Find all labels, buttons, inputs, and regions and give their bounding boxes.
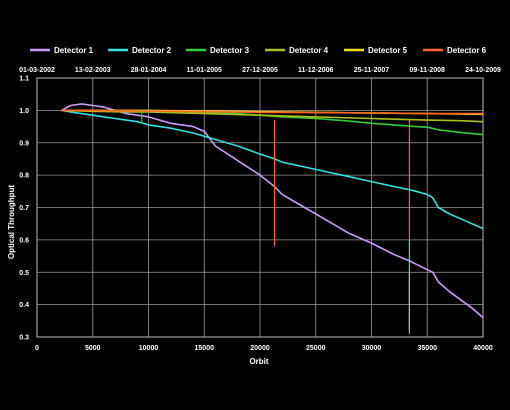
x-tick-label: 40000 — [473, 345, 493, 352]
top-date-label: 13-02-2003 — [75, 67, 111, 74]
series-line — [61, 109, 484, 230]
legend-label: Detector 3 — [210, 46, 250, 55]
y-axis-title: Optical Throughput — [7, 185, 16, 260]
top-date-label: 28-01-2004 — [131, 67, 167, 74]
y-tick-label: 0.4 — [19, 302, 29, 309]
x-axis-title: Orbit — [249, 357, 268, 366]
top-date-label: 09-11-2008 — [410, 67, 446, 74]
top-date-label: 01-03-2002 — [19, 67, 55, 74]
top-date-axis: 01-03-2002 13-02-2003 28-01-2004 11-01-2005… — [19, 67, 501, 74]
legend-label: Detector 5 — [368, 46, 408, 55]
y-tick-label: 0.6 — [19, 237, 29, 244]
x-tick-label: 10000 — [139, 345, 159, 352]
x-tick-label: 5000 — [85, 345, 101, 352]
series-lines — [61, 103, 484, 334]
legend-label: Detector 6 — [447, 46, 487, 55]
legend-label: Detector 4 — [289, 46, 329, 55]
y-tick-label: 1.0 — [19, 108, 29, 115]
legend-label: Detector 2 — [132, 46, 172, 55]
y-tick-label: 0.5 — [19, 270, 29, 277]
grid-lines — [37, 78, 483, 337]
series-line — [61, 109, 483, 115]
y-tick-label: 0.7 — [19, 205, 29, 212]
top-date-label: 11-01-2005 — [187, 67, 223, 74]
x-tick-label: 30000 — [362, 345, 382, 352]
y-axis-ticks: 0.3 0.4 0.5 0.6 0.7 0.8 0.9 1.0 1.1 — [19, 76, 29, 342]
top-date-label: 11-12-2006 — [298, 67, 334, 74]
legend-label: Detector 1 — [54, 46, 94, 55]
y-tick-label: 0.3 — [19, 335, 29, 342]
legend: Detector 1 Detector 2 Detector 3 Detector 4… — [30, 46, 487, 55]
top-date-label: 24-10-2009 — [465, 67, 501, 74]
x-tick-label: 35000 — [418, 345, 438, 352]
x-tick-label: 15000 — [195, 345, 215, 352]
x-tick-label: 20000 — [250, 345, 270, 352]
y-tick-label: 1.1 — [19, 76, 29, 83]
y-tick-label: 0.9 — [19, 140, 29, 147]
top-date-label: 27-12-2005 — [242, 67, 278, 74]
top-date-label: 25-11-2007 — [354, 67, 390, 74]
series-line — [61, 109, 484, 123]
x-tick-label: 25000 — [306, 345, 326, 352]
x-tick-label: 0 — [35, 345, 39, 352]
y-tick-label: 0.8 — [19, 173, 29, 180]
x-axis-ticks: 0 5000 10000 15000 20000 25000 30000 35000 40000 — [35, 345, 493, 352]
